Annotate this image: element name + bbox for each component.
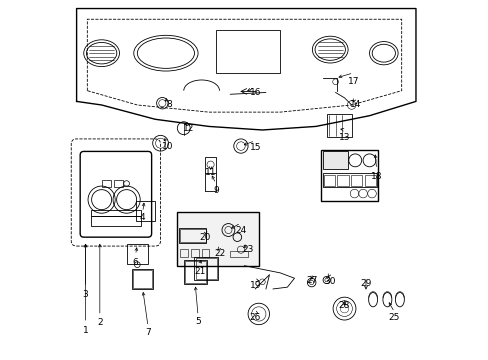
Text: 25: 25 [388, 313, 399, 322]
Bar [195, 258, 216, 279]
Text: 7: 7 [145, 328, 151, 337]
Text: 19: 19 [249, 281, 261, 290]
Text: 15: 15 [249, 143, 261, 152]
Text: 6: 6 [132, 258, 138, 267]
Bar [323, 175, 335, 186]
Bar [323, 173, 376, 187]
Bar [91, 210, 141, 216]
Bar [201, 249, 209, 257]
Text: 9: 9 [213, 186, 218, 195]
Bar [364, 175, 375, 186]
Text: 24: 24 [235, 225, 246, 234]
Text: 26: 26 [249, 313, 261, 322]
Bar [180, 249, 188, 257]
Bar [135, 202, 155, 221]
Text: 28: 28 [338, 301, 349, 310]
Text: 21: 21 [194, 267, 205, 276]
Bar [114, 180, 123, 187]
Text: 27: 27 [306, 275, 317, 284]
Text: 20: 20 [199, 233, 210, 242]
Text: 8: 8 [166, 100, 172, 109]
Bar [176, 212, 258, 266]
Bar [102, 180, 110, 187]
Text: 18: 18 [370, 172, 382, 181]
Bar [126, 244, 148, 264]
Bar [326, 114, 351, 137]
Text: 12: 12 [183, 124, 194, 133]
Text: 3: 3 [82, 290, 88, 299]
Text: 4: 4 [140, 213, 145, 222]
Text: 16: 16 [249, 88, 261, 97]
Bar [179, 228, 206, 243]
Bar [323, 152, 347, 169]
Bar [337, 175, 348, 186]
Bar [133, 270, 152, 288]
Text: 22: 22 [213, 249, 224, 258]
Text: 2: 2 [97, 318, 102, 327]
Bar [132, 269, 153, 289]
Bar [230, 251, 247, 257]
Bar [216, 30, 280, 73]
Text: 11: 11 [204, 168, 216, 177]
Text: 14: 14 [349, 100, 360, 109]
Text: 17: 17 [347, 77, 359, 86]
Bar [180, 229, 205, 242]
Text: 5: 5 [195, 316, 201, 325]
Text: 23: 23 [242, 245, 253, 254]
Bar [183, 260, 206, 284]
Text: 30: 30 [324, 277, 335, 286]
Text: 13: 13 [338, 132, 349, 141]
Bar [184, 261, 205, 283]
Text: 29: 29 [360, 279, 371, 288]
Bar [190, 249, 198, 257]
Bar [350, 175, 362, 186]
Bar [321, 150, 378, 202]
Bar [194, 257, 217, 280]
Bar [91, 216, 141, 226]
Bar [205, 157, 216, 173]
Text: 1: 1 [82, 325, 88, 334]
Text: 10: 10 [162, 141, 173, 150]
